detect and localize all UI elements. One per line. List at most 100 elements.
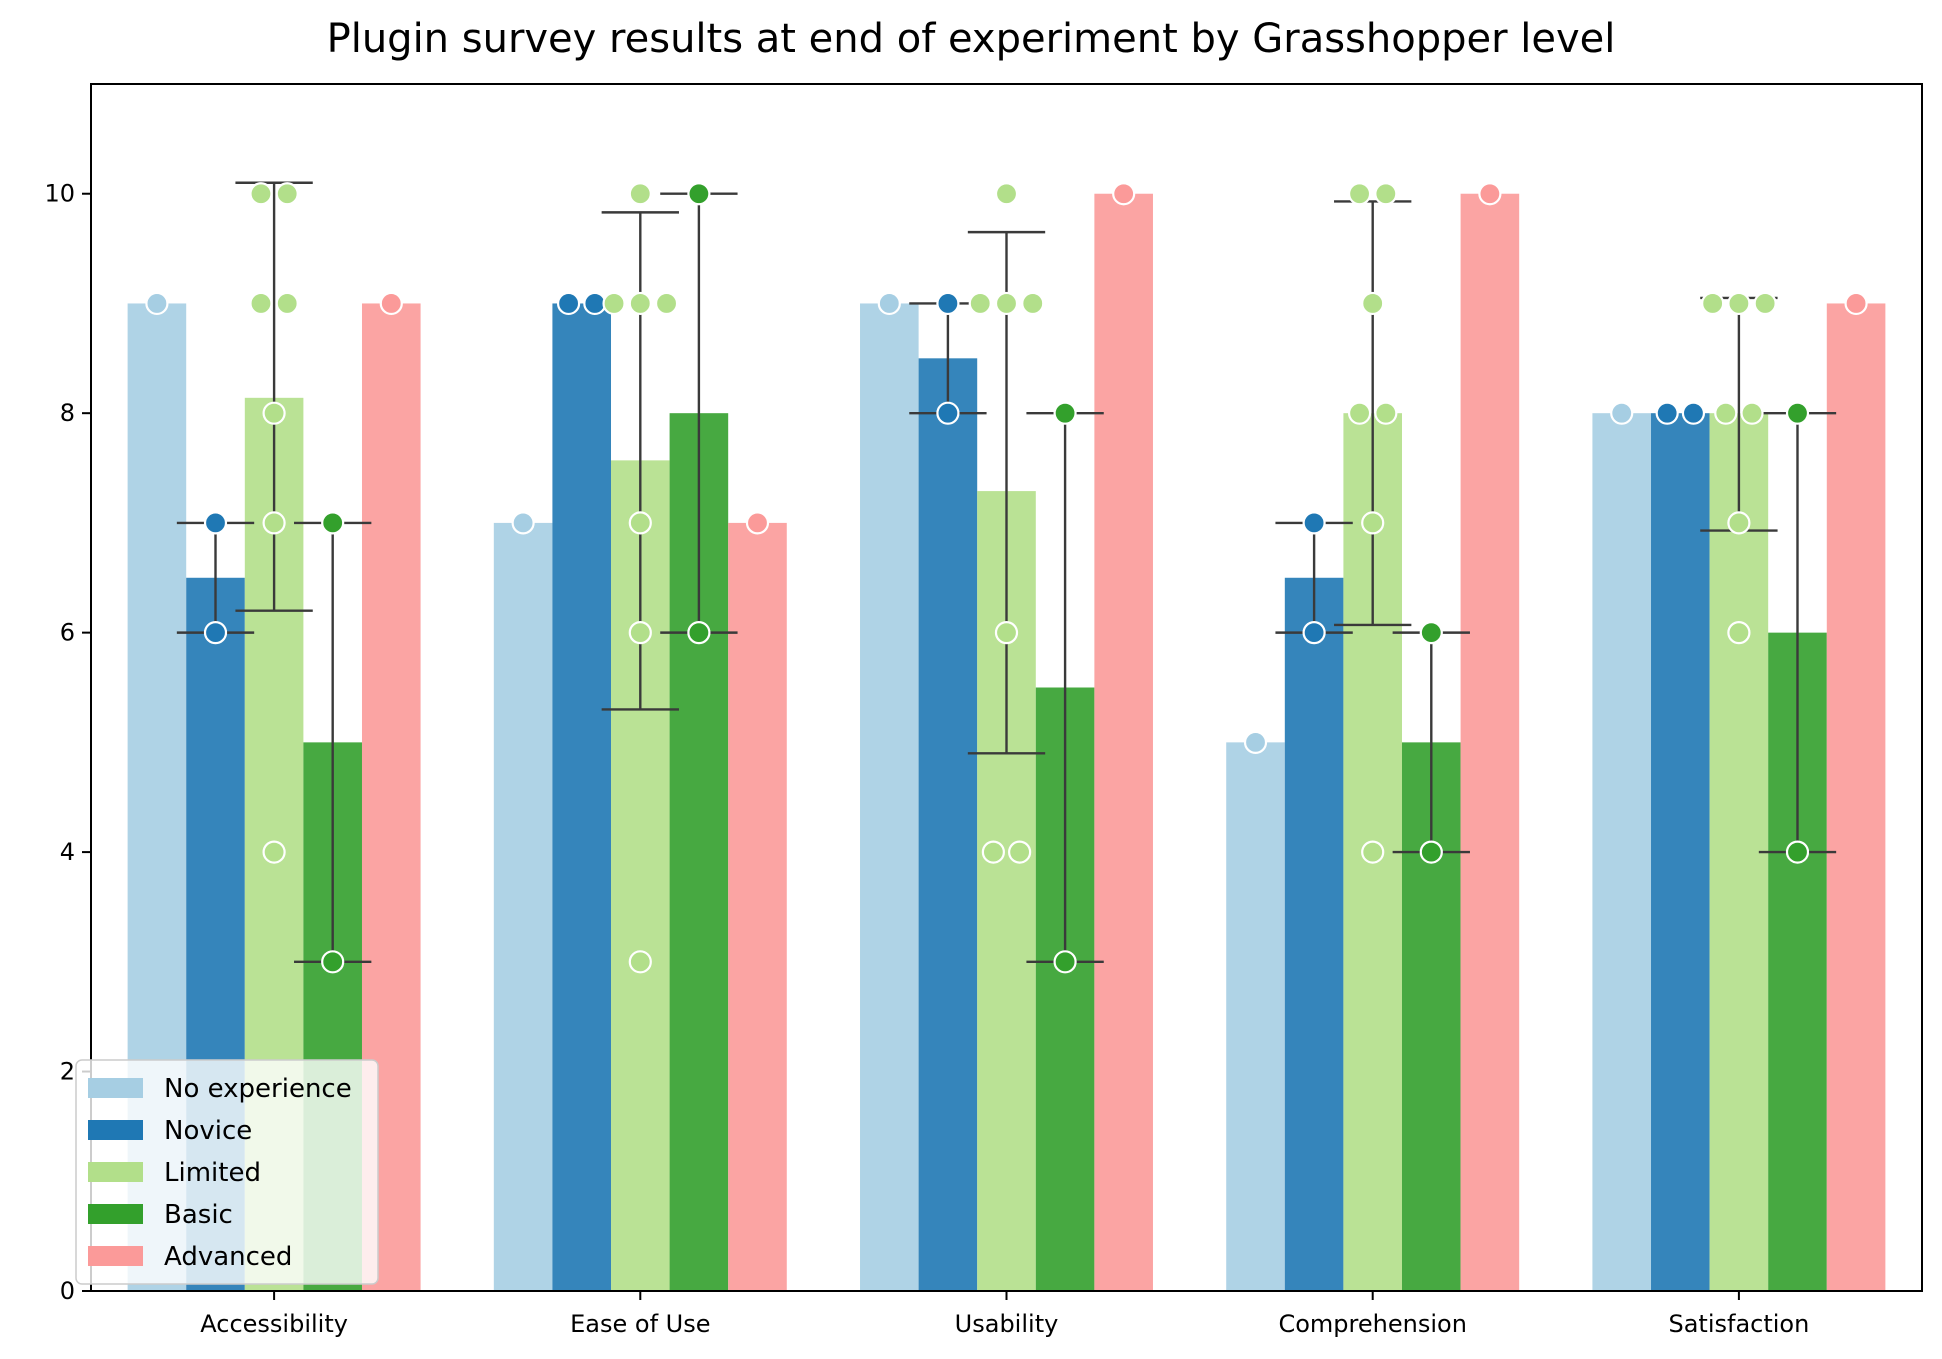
legend-label-4: Advanced	[164, 1242, 292, 1272]
bar-0-1	[493, 522, 553, 1291]
bar-0-4	[1592, 413, 1652, 1291]
bar-4-2	[1094, 193, 1153, 1291]
point-2-4	[1727, 291, 1751, 316]
bar-4-1	[728, 522, 787, 1291]
legend-label-2: Limited	[164, 1158, 261, 1188]
point-0-1	[511, 511, 535, 535]
y-tick-label: 6	[60, 619, 75, 647]
point-2-1	[628, 950, 652, 974]
point-2-0	[262, 401, 286, 425]
bar-1-4	[1651, 413, 1710, 1291]
point-2-3	[1347, 182, 1372, 206]
bars-layer	[127, 193, 1886, 1292]
point-0-2	[877, 291, 901, 316]
point-2-1	[602, 291, 626, 316]
point-1-3	[1302, 511, 1326, 535]
point-2-0	[249, 291, 273, 316]
legend-swatch-2	[88, 1162, 143, 1182]
legend-swatch-0	[88, 1078, 143, 1098]
x-tick-label: Ease of Use	[570, 1310, 710, 1338]
point-3-2	[1053, 401, 1077, 425]
point-2-4	[1701, 291, 1725, 316]
legend-label-1: Novice	[164, 1116, 252, 1146]
legend-label-3: Basic	[164, 1200, 233, 1230]
point-1-0	[203, 511, 228, 535]
y-tick-label: 0	[60, 1277, 75, 1305]
point-1-0	[203, 621, 228, 645]
point-2-1	[628, 182, 652, 206]
point-2-3	[1361, 291, 1385, 316]
point-2-3	[1374, 401, 1398, 425]
point-4-0	[379, 291, 403, 316]
point-3-1	[687, 182, 711, 206]
point-1-2	[936, 291, 960, 316]
y-tick-label: 2	[60, 1058, 75, 1086]
y-tick-label: 4	[60, 838, 75, 866]
point-1-4	[1681, 401, 1706, 425]
point-0-4	[1610, 401, 1634, 425]
point-2-0	[262, 511, 286, 535]
point-2-0	[262, 840, 286, 864]
x-tick-label: Accessibility	[200, 1310, 348, 1338]
point-2-4	[1727, 511, 1751, 535]
legend-swatch-4	[88, 1246, 143, 1266]
point-1-1	[556, 291, 581, 316]
legend: No experience Novice Limited Basic Advanced	[75, 1059, 379, 1285]
point-4-2	[1112, 182, 1136, 206]
point-2-1	[628, 511, 652, 535]
point-2-3	[1374, 182, 1398, 206]
point-1-1	[583, 291, 607, 316]
point-2-2	[1008, 840, 1032, 864]
point-2-2	[994, 621, 1019, 645]
point-4-4	[1844, 291, 1868, 316]
point-1-3	[1302, 621, 1326, 645]
axes-layer: 0 2 4 6 8 10 Accessibility Ease of Use Usability…	[44, 83, 1923, 1338]
point-3-3	[1419, 621, 1443, 645]
point-1-2	[936, 401, 960, 425]
point-3-1	[687, 621, 711, 645]
point-2-4	[1740, 401, 1764, 425]
point-3-2	[1053, 950, 1077, 974]
bar-2-4	[1709, 413, 1769, 1291]
point-2-4	[1727, 621, 1751, 645]
bar-0-3	[1226, 742, 1285, 1291]
legend-swatch-3	[88, 1204, 143, 1224]
legend-label-0: No experience	[164, 1074, 352, 1104]
points-layer	[145, 182, 1868, 974]
point-2-0	[249, 182, 273, 206]
point-0-0	[145, 291, 169, 316]
point-2-4	[1753, 291, 1777, 316]
point-3-4	[1785, 401, 1810, 425]
point-3-4	[1785, 840, 1810, 864]
point-1-4	[1655, 401, 1679, 425]
bar-1-2	[918, 358, 978, 1291]
point-2-3	[1347, 401, 1372, 425]
point-0-3	[1243, 730, 1268, 754]
point-2-2	[994, 182, 1019, 206]
point-2-2	[994, 291, 1019, 316]
point-3-3	[1419, 840, 1443, 864]
point-2-4	[1714, 401, 1738, 425]
point-2-3	[1361, 840, 1385, 864]
chart-title: Plugin survey results at end of experime…	[327, 16, 1616, 62]
point-2-0	[275, 182, 299, 206]
y-tick-label: 8	[60, 399, 75, 427]
bar-1-3	[1284, 577, 1344, 1291]
point-3-0	[321, 950, 345, 974]
point-4-3	[1478, 182, 1502, 206]
point-2-0	[275, 291, 299, 316]
point-2-1	[628, 621, 652, 645]
legend-swatch-1	[88, 1120, 143, 1140]
x-tick-label: Usability	[955, 1310, 1059, 1338]
point-2-1	[654, 291, 679, 316]
point-2-2	[1021, 291, 1045, 316]
point-3-0	[321, 511, 345, 535]
bar-0-2	[860, 303, 919, 1291]
y-tick-label: 10	[44, 180, 75, 208]
x-tick-label: Satisfaction	[1668, 1310, 1809, 1338]
bar-4-3	[1460, 193, 1520, 1291]
bar-4-4	[1826, 303, 1886, 1291]
x-tick-label: Comprehension	[1278, 1310, 1466, 1338]
point-2-1	[628, 291, 652, 316]
